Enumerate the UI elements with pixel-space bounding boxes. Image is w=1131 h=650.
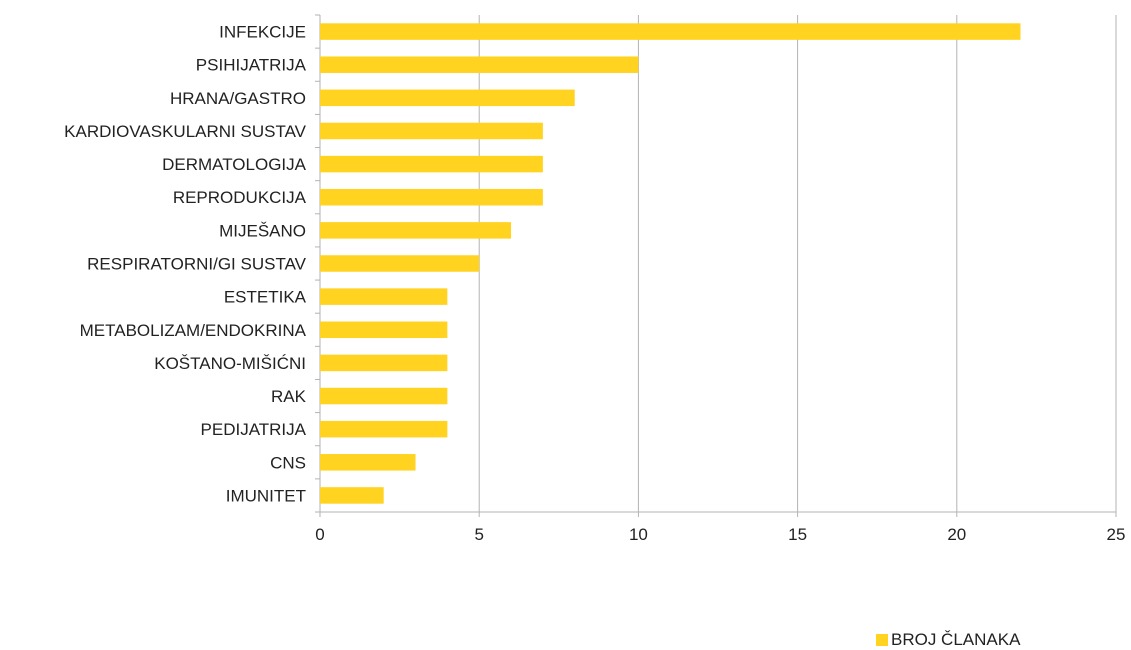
bar [320,321,448,339]
category-label: KOŠTANO-MIŠIĆNI [154,354,306,373]
legend-label: BROJ ČLANAKA [891,630,1021,649]
category-label: PEDIJATRIJA [201,420,307,439]
x-tick-label: 5 [474,525,483,544]
category-label: IMUNITET [226,486,306,505]
bar [320,288,448,305]
bar [320,188,543,206]
x-tick-label: 15 [788,525,807,544]
x-tick-label: 10 [629,525,648,544]
category-label: METABOLIZAM/ENDOKRINA [80,321,307,340]
bar [320,255,480,272]
legend: BROJ ČLANAKA [876,630,1020,650]
category-label: HRANA/GASTRO [170,89,306,108]
bar [320,222,512,239]
x-tick-labels: 0 5 10 15 20 25 [315,525,1125,544]
x-tick-label: 25 [1107,525,1126,544]
category-label: KARDIOVASKULARNI SUSTAV [64,122,306,141]
x-tick-label: 0 [315,525,324,544]
bar [320,56,639,73]
category-label: CNS [270,453,306,472]
bar [320,354,448,372]
bar [320,89,575,107]
bar [320,454,416,471]
category-label: PSIHIJATRIJA [196,56,307,75]
legend-swatch [876,634,888,646]
category-label: REPRODUKCIJA [173,188,307,207]
category-label: INFEKCIJE [219,23,306,42]
category-label: RAK [271,387,307,406]
category-labels: INFEKCIJE PSIHIJATRIJA HRANA/GASTRO KARDIOV… [64,23,307,506]
category-label: MIJEŠANO [219,221,306,240]
bar [320,420,448,438]
bar [320,23,1021,40]
category-label: RESPIRATORNI/GI SUSTAV [87,255,306,274]
bar [320,155,543,173]
x-tick-label: 20 [947,525,966,544]
bar [320,387,448,405]
bars [320,23,1021,504]
category-label: DERMATOLOGIJA [162,155,307,174]
bar [320,122,543,140]
category-label: ESTETIKA [224,288,307,307]
bar [320,487,384,504]
